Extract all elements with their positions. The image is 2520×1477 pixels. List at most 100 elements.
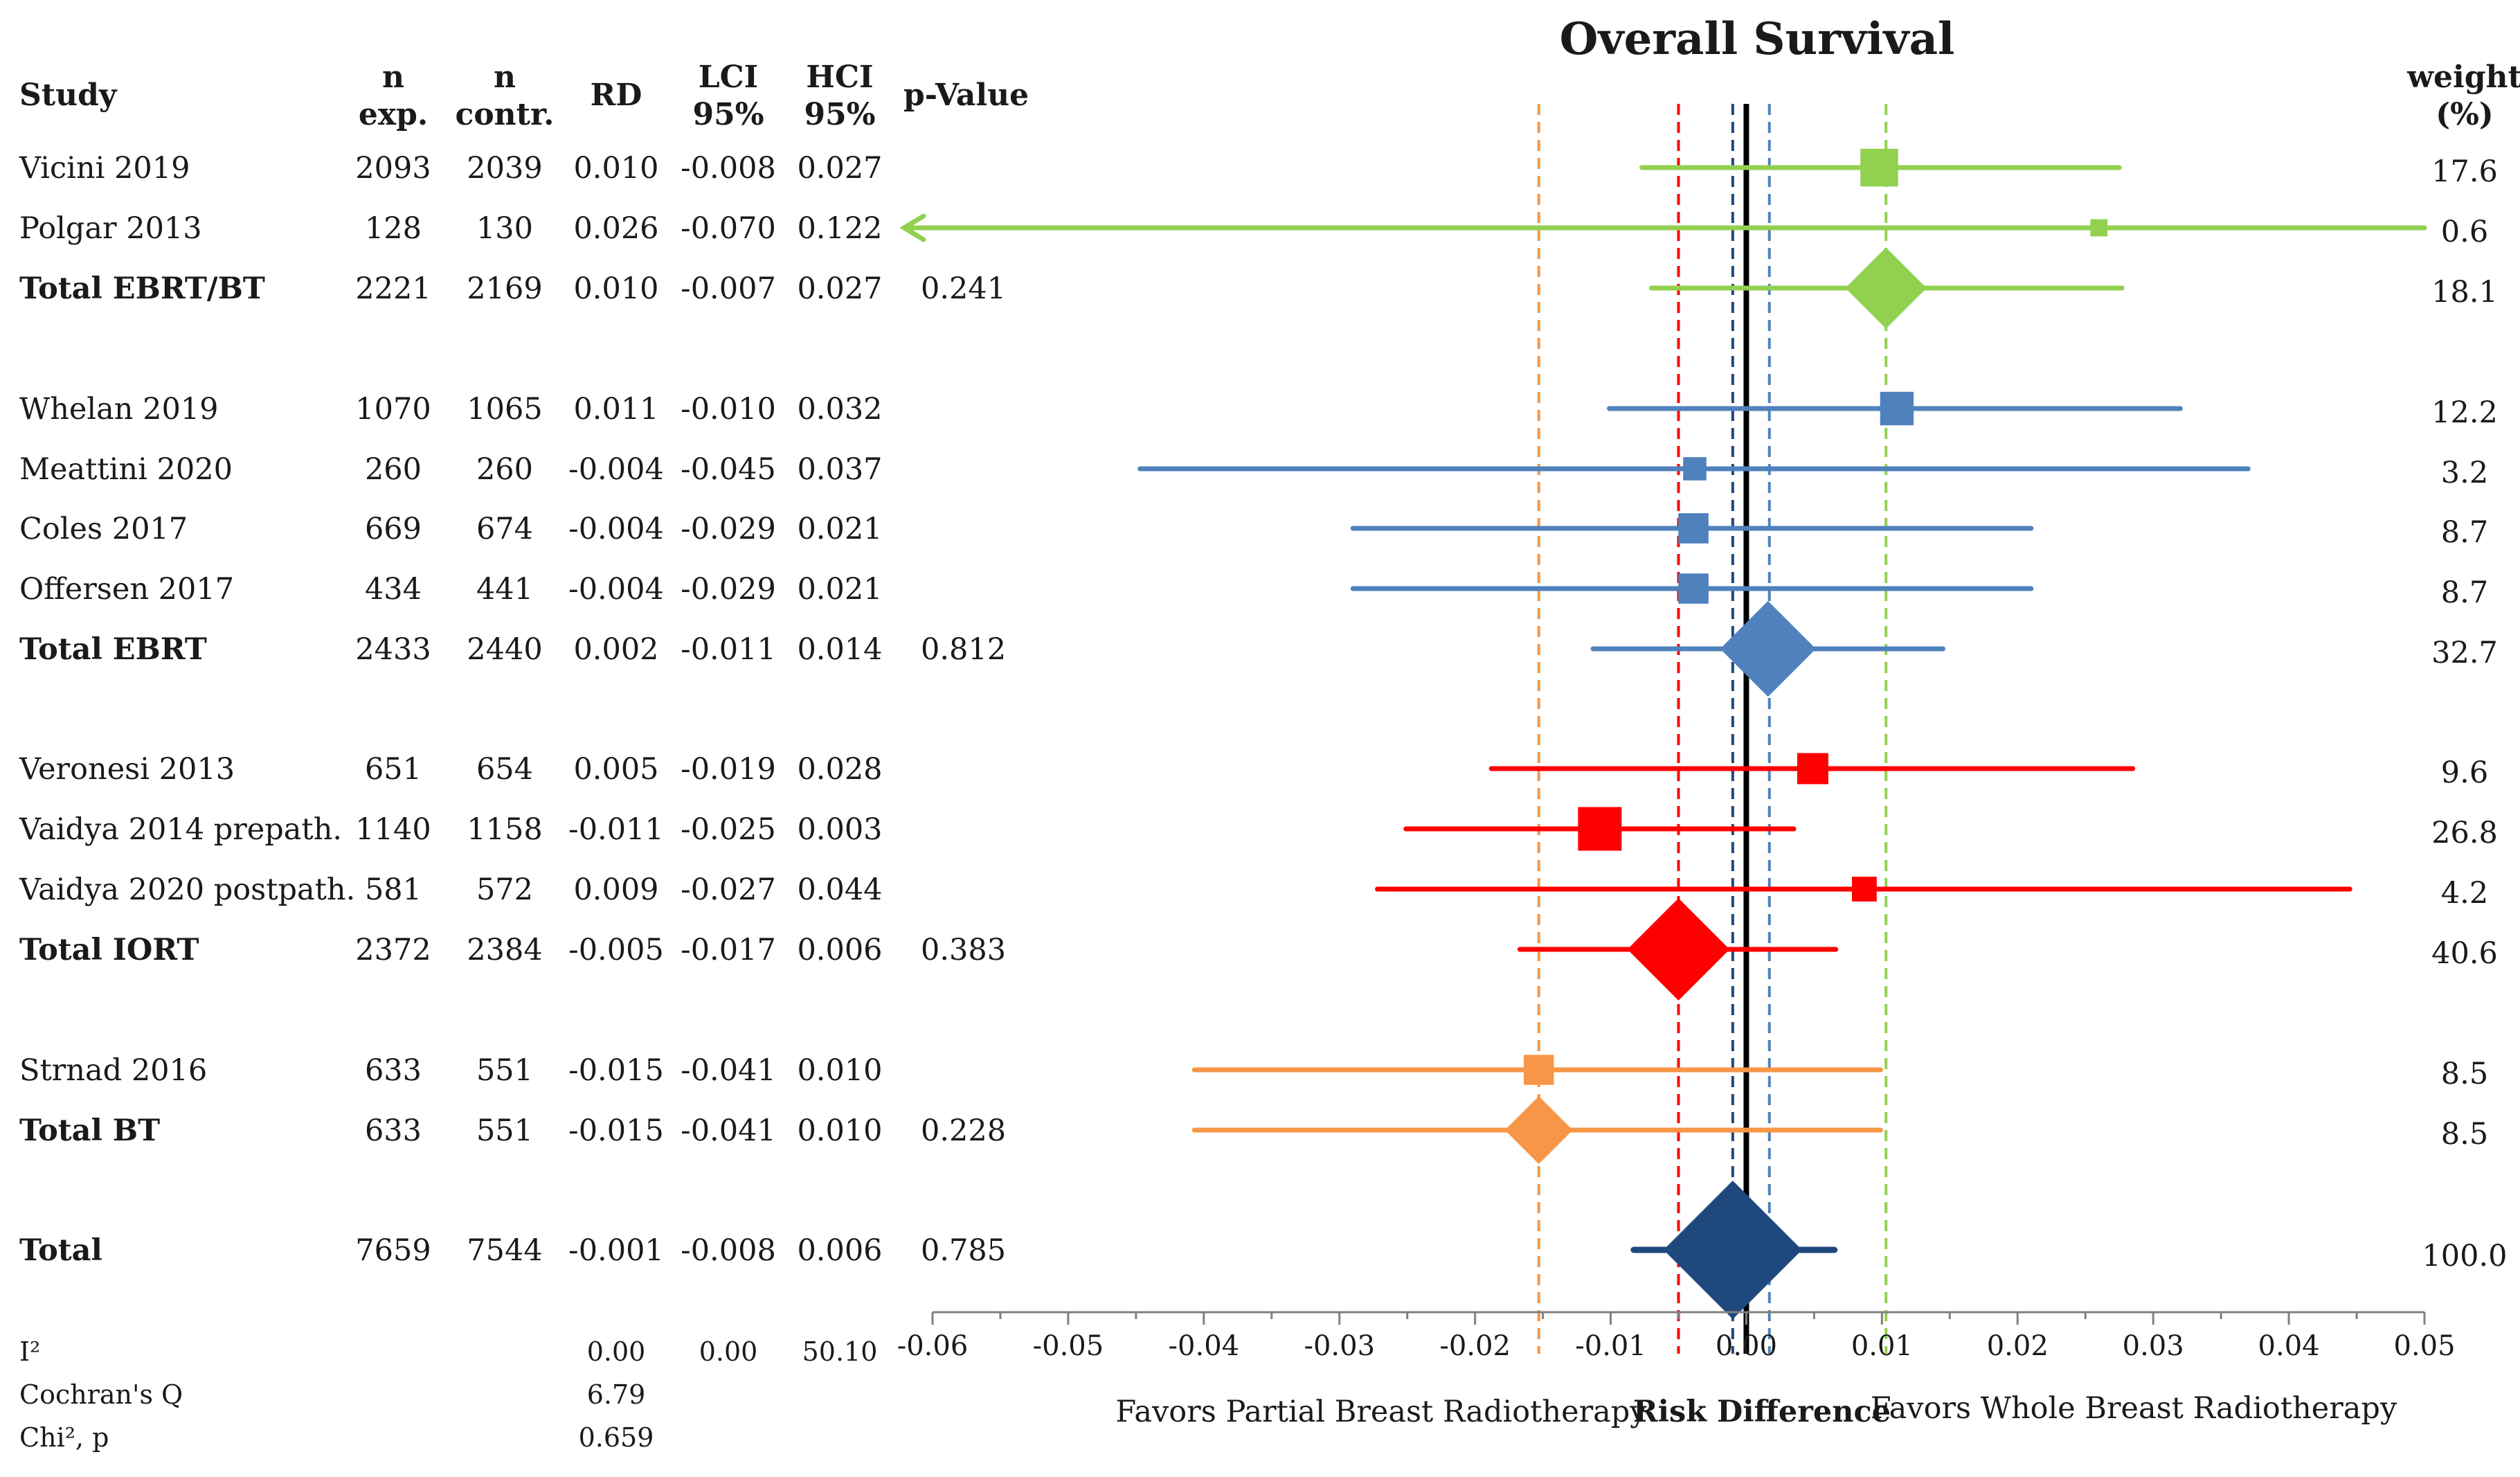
weight-value: 100.0 — [2422, 1239, 2507, 1273]
table-row: Total BT 633 551 -0.015 -0.041 0.010 0.228 8.5 — [19, 1096, 2488, 1164]
study-label: Vaidya 2014 prepath. — [19, 812, 342, 847]
cell-hci: 0.027 — [797, 151, 882, 186]
cell-rd: -0.015 — [568, 1053, 664, 1088]
table-row: Coles 2017 669 674 -0.004 -0.029 0.021 8.7 — [19, 512, 2488, 550]
cell-rd: 0.011 — [573, 392, 658, 427]
cell-n-contr: 654 — [476, 752, 533, 787]
stat-label: Cochran's Q — [19, 1379, 183, 1410]
pooled-diamond — [1720, 600, 1816, 697]
cell-hci: 0.037 — [797, 452, 882, 487]
table-row: Offersen 2017 434 441 -0.004 -0.029 0.021 8.7 — [19, 572, 2488, 610]
cell-n-contr: 551 — [476, 1053, 533, 1088]
cell-n-exp: 7659 — [355, 1233, 431, 1268]
cell-rd: 0.026 — [573, 211, 658, 246]
cell-hci: 0.010 — [797, 1053, 882, 1088]
cell-n-contr: 2440 — [467, 632, 542, 667]
cell-n-exp: 1140 — [355, 812, 431, 847]
cell-rd: 0.002 — [573, 632, 658, 667]
cell-lci: -0.025 — [681, 812, 776, 847]
cell-hci: 0.044 — [797, 872, 882, 907]
weight-value: 8.5 — [2441, 1057, 2488, 1091]
reference-lines — [1537, 104, 1888, 1354]
chart-title: Overall Survival — [1560, 13, 1955, 65]
cell-lci: -0.008 — [681, 1233, 776, 1268]
weight-value: 40.6 — [2431, 936, 2498, 971]
p-value: 0.241 — [921, 271, 1006, 306]
header-n-contr-line2: contr. — [456, 97, 555, 132]
cell-lci: -0.029 — [681, 572, 776, 607]
cell-hci: 0.027 — [797, 271, 882, 306]
stat-value: 0.00 — [587, 1336, 646, 1367]
cell-lci: -0.017 — [681, 933, 776, 967]
cell-rd: -0.004 — [568, 452, 664, 487]
cell-lci: -0.029 — [681, 512, 776, 546]
cell-rd: -0.015 — [568, 1113, 664, 1148]
cell-n-contr: 2039 — [467, 151, 542, 186]
p-value: 0.383 — [921, 933, 1006, 967]
weight-value: 8.7 — [2441, 575, 2488, 610]
table-row: Vaidya 2014 prepath. 1140 1158 -0.011 -0.025… — [19, 807, 2498, 851]
study-label: Vicini 2019 — [19, 151, 190, 186]
study-label: Strnad 2016 — [19, 1053, 207, 1088]
pooled-diamond — [1845, 247, 1927, 329]
table-row: Total EBRT 2433 2440 0.002 -0.011 0.014 0.812 3… — [19, 600, 2498, 697]
cell-hci: 0.006 — [797, 1233, 882, 1268]
cell-n-exp: 128 — [365, 211, 422, 246]
stat-value: 6.79 — [587, 1379, 646, 1410]
table-row: Vicini 2019 2093 2039 0.010 -0.008 0.027 17.6 — [19, 148, 2498, 189]
study-label: Meattini 2020 — [19, 452, 233, 487]
cell-rd: -0.005 — [568, 933, 664, 967]
cell-rd: 0.010 — [573, 151, 658, 186]
x-tick-label: 0.03 — [2123, 1330, 2184, 1362]
cell-n-exp: 2093 — [355, 151, 431, 186]
study-label: Coles 2017 — [19, 512, 188, 546]
p-value: 0.812 — [921, 632, 1006, 667]
cell-rd: 0.005 — [573, 752, 658, 787]
weight-value: 8.5 — [2441, 1117, 2488, 1152]
cell-n-contr: 441 — [476, 572, 533, 607]
x-axis: -0.06 -0.05 -0.04 -0.03 -0.02 -0.01 0.00 0.01 0.… — [897, 1311, 2456, 1362]
study-label: Total — [19, 1233, 102, 1268]
header-lci-line2: 95% — [692, 97, 764, 132]
header-n-exp-line1: n — [382, 60, 404, 95]
x-tick-label: -0.04 — [1169, 1330, 1240, 1362]
table-row: Whelan 2019 1070 1065 0.011 -0.010 0.032 12.2 — [19, 391, 2498, 430]
cell-lci: -0.045 — [681, 452, 776, 487]
cell-lci: -0.027 — [681, 872, 776, 907]
stat-value: 0.00 — [699, 1336, 758, 1367]
cell-n-exp: 2372 — [355, 933, 431, 967]
x-tick-label: -0.06 — [897, 1330, 969, 1362]
stat-label: Chi², p — [19, 1422, 109, 1453]
weight-value: 17.6 — [2431, 154, 2498, 189]
header-n-contr-line1: n — [494, 60, 516, 95]
cell-n-exp: 1070 — [355, 392, 431, 427]
cell-lci: -0.008 — [681, 151, 776, 186]
stat-value: 0.659 — [579, 1422, 654, 1453]
cell-lci: -0.070 — [681, 211, 776, 246]
cell-rd: 0.010 — [573, 271, 658, 306]
cell-lci: -0.041 — [681, 1053, 776, 1088]
cell-n-exp: 581 — [365, 872, 422, 907]
study-label: Total EBRT/BT — [19, 271, 265, 306]
heterogeneity-stats: I² 0.00 0.00 50.10 Cochran's Q 6.79 Chi², p 0.6… — [19, 1336, 877, 1453]
table-row: Total IORT 2372 2384 -0.005 -0.017 0.006 0.383… — [19, 898, 2498, 1001]
header-weight-line2: (%) — [2436, 97, 2493, 132]
cell-n-exp: 434 — [365, 572, 422, 607]
header-p-value: p-Value — [903, 78, 1029, 113]
table-row: Strnad 2016 633 551 -0.015 -0.041 0.010 8.5 — [19, 1053, 2488, 1091]
p-value: 0.785 — [921, 1233, 1006, 1268]
pooled-diamond — [1663, 1181, 1802, 1319]
cell-n-exp: 669 — [365, 512, 422, 546]
cell-hci: 0.032 — [797, 392, 882, 427]
cell-n-contr: 2169 — [467, 271, 542, 306]
x-tick-label: -0.02 — [1439, 1330, 1511, 1362]
header-weight-line1: weight — [2406, 60, 2520, 95]
table-row: Veronesi 2013 651 654 0.005 -0.019 0.028 9.6 — [19, 752, 2488, 790]
cell-lci: -0.011 — [681, 632, 776, 667]
header-lci-line1: LCI — [699, 60, 759, 95]
header-rd: RD — [591, 78, 642, 113]
effect-square — [1851, 877, 1877, 902]
cell-n-contr: 7544 — [467, 1233, 542, 1268]
stat-value: 50.10 — [802, 1336, 878, 1367]
